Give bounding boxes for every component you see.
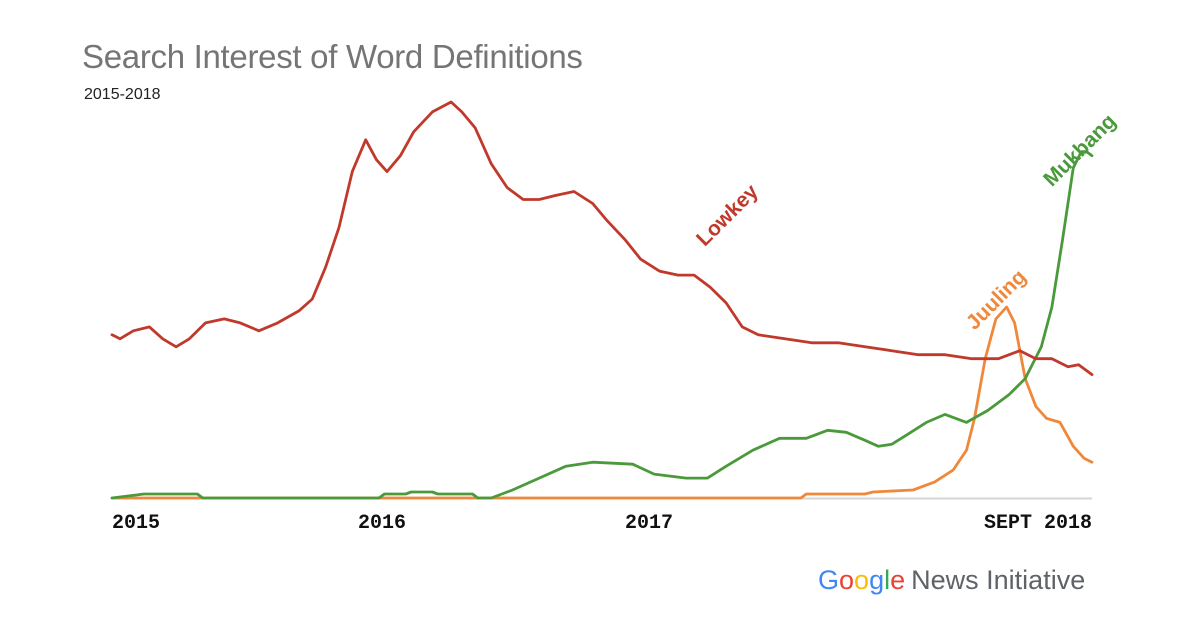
series-label-mukbang: Mukbang [1039, 110, 1120, 191]
x-tick-label: 2016 [358, 512, 406, 535]
google-letter: o [854, 565, 870, 595]
series-line-mukbang [110, 150, 1094, 500]
chart-subtitle: 2015-2018 [84, 86, 161, 103]
series-line-lowkey [110, 100, 1094, 377]
google-letter: o [839, 565, 855, 595]
series-line-juuling [110, 305, 1094, 500]
x-tick-label: SEPT 2018 [984, 512, 1092, 535]
google-wordmark: Google [818, 565, 905, 595]
google-letter: e [890, 565, 906, 595]
series-label-lowkey: Lowkey [692, 180, 763, 251]
chart-title: Search Interest of Word Definitions [82, 38, 583, 75]
x-tick-label: 2017 [625, 512, 673, 535]
x-tick-label: 2015 [112, 512, 160, 535]
google-letter: l [884, 565, 891, 595]
news-initiative-text: News Initiative [911, 565, 1086, 595]
google-letter: G [818, 565, 840, 595]
google-letter: g [869, 565, 885, 595]
series-label-juuling: Juuling [962, 265, 1031, 334]
google-news-initiative-logo: Google News Initiative [818, 565, 1085, 596]
